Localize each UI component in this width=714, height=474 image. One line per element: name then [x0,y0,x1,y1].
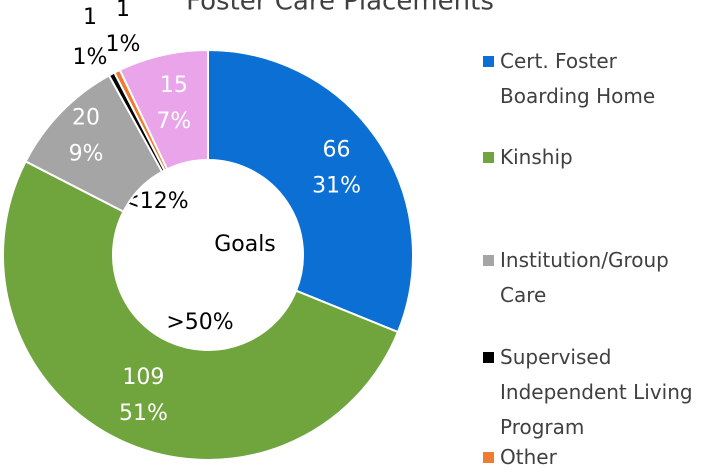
data-label: 1 [83,5,97,30]
legend-label: Cert. Foster Boarding Home [500,49,656,108]
data-label: 66 [323,137,351,162]
annotation: >50% [166,310,233,335]
legend-label: Kinship [500,145,573,169]
legend-swatch [483,452,494,463]
legend-swatch [483,152,494,163]
annotation: Goals [214,232,276,257]
donut-segment [2,160,400,461]
data-label: 15 [160,73,188,98]
legend-label: Other [500,445,557,469]
legend-label: Institution/Group Care [500,248,669,307]
donut-segment [207,48,414,334]
data-label: 20 [72,106,100,131]
data-label: 51% [119,401,168,426]
legend-swatch [483,352,494,363]
data-label: 1% [73,45,108,70]
donut-segment [118,48,209,171]
data-label: 1 [116,0,130,22]
data-label: 9% [69,142,104,167]
chart-title: Foster Care Placements [186,0,494,17]
data-label: 31% [312,173,361,198]
legend-swatch [483,56,494,67]
legend-label: Supervised Independent Living Program [500,345,693,439]
data-label: 1% [106,32,141,57]
data-label: 109 [122,365,164,390]
data-label: 7% [156,109,191,134]
legend-swatch [483,255,494,266]
